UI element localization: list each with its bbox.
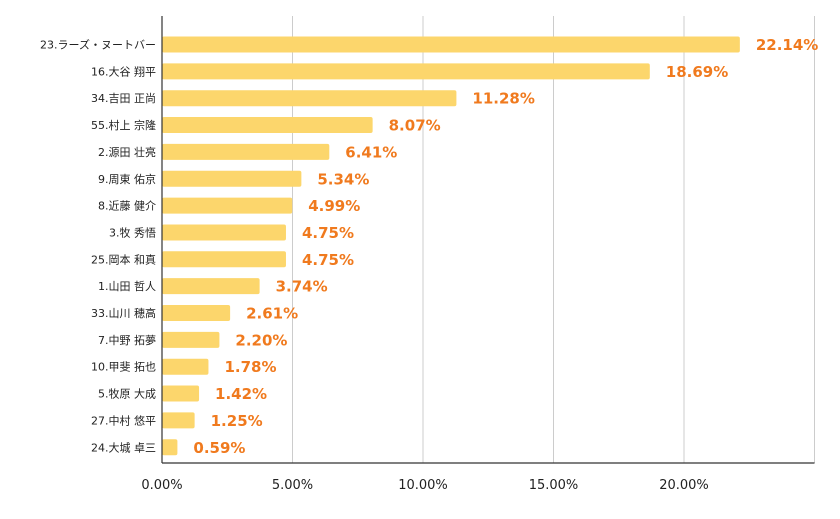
data-labels: 22.14% 18.69% 11.28% 8.07% 6.41% 5.34% 4.99% 4.… [193,36,818,457]
category-label: 25.岡本 和真 [91,252,156,266]
bar [162,224,286,241]
category-label: 1.山田 哲人 [98,280,156,293]
bar [162,331,220,348]
x-tick-label: 15.00% [529,478,579,493]
data-label: 22.14% [756,36,818,54]
category-label: 55.村上 宗隆 [91,118,156,132]
category-label: 24.大城 卓三 [91,440,156,454]
category-label: 2.源田 壮亮 [98,145,156,159]
data-label: 2.20% [235,331,287,349]
bar [162,197,293,214]
bar [162,90,457,107]
bar [162,358,209,375]
category-label: 10.甲斐 拓也 [91,360,156,374]
data-label: 1.42% [215,385,267,403]
data-label: 8.07% [389,117,441,135]
data-label: 18.69% [666,63,728,81]
bar [162,143,330,160]
data-label: 4.99% [308,197,360,215]
category-label: 34.吉田 正尚 [91,91,156,105]
bar [162,385,200,402]
bar [162,36,740,53]
category-label: 23.ラーズ・ヌートバー [40,38,156,52]
bar [162,251,286,268]
bar [162,63,650,80]
gridlines [292,16,815,463]
data-label: 1.78% [224,358,276,376]
x-tick-label: 5.00% [272,478,313,493]
category-label: 3.牧 秀悟 [109,225,156,239]
category-label: 16.大谷 翔平 [91,64,156,78]
axes [161,16,815,464]
data-label: 2.61% [246,305,298,323]
data-label: 3.74% [276,278,328,296]
category-label: 33.山川 穂高 [91,306,156,320]
bar [162,170,302,187]
data-label: 4.75% [302,251,354,269]
data-label: 0.59% [193,439,245,457]
bar [162,278,260,295]
data-label: 5.34% [317,170,369,188]
category-label: 5.牧原 大成 [98,387,156,401]
bar [162,117,373,134]
category-label: 27.中村 悠平 [91,413,156,427]
data-label: 4.75% [302,224,354,242]
bar [162,305,231,321]
data-label: 6.41% [345,143,397,161]
category-label: 9.周東 佑京 [98,172,156,186]
x-tick-labels: 0.00% 5.00% 10.00% 15.00% 20.00% [141,478,708,493]
x-tick-label: 20.00% [659,478,709,493]
category-label: 7.中野 拓夢 [98,333,156,347]
x-tick-label: 10.00% [398,478,448,493]
data-label: 11.28% [472,90,534,108]
category-label: 8.近藤 健介 [98,200,156,213]
bars [162,36,740,456]
data-label: 1.25% [211,412,263,430]
bar [162,412,195,429]
x-tick-label: 0.00% [141,478,182,493]
category-labels: 23.ラーズ・ヌートバー 16.大谷 翔平 34.吉田 正尚 55.村上 宗隆 2.源田… [40,38,156,455]
bar [162,439,178,456]
